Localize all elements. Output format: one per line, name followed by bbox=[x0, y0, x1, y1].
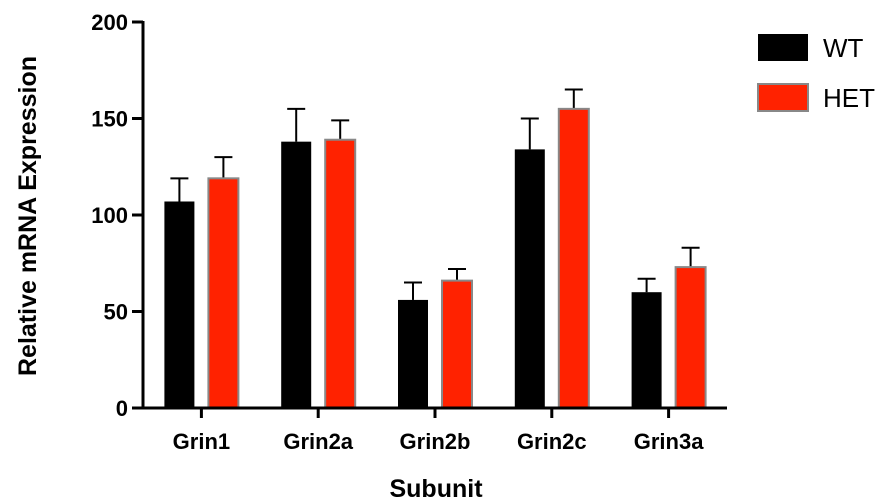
y-axis-title: Relative mRNA Expression bbox=[14, 56, 42, 376]
bar-wt-grin3a bbox=[631, 292, 662, 408]
bar-wt-grin2a bbox=[281, 141, 312, 408]
legend-swatch-wt bbox=[758, 34, 808, 61]
legend: WT HET bbox=[757, 33, 875, 113]
x-axis-title: Subunit bbox=[389, 475, 483, 503]
y-tick-label: 150 bbox=[91, 107, 128, 132]
legend-label-het: HET bbox=[823, 83, 875, 113]
legend-label-wt: WT bbox=[823, 33, 864, 63]
x-axis-ticks: Grin1 Grin2a Grin2b Grin2c Grin3a bbox=[173, 408, 704, 454]
y-tick-label: 50 bbox=[104, 300, 128, 325]
bar-het-grin2b bbox=[441, 279, 473, 409]
bar-wt-grin2c bbox=[514, 149, 545, 408]
y-axis-ticks: 0 50 100 150 200 bbox=[91, 10, 143, 421]
x-tick-label: Grin3a bbox=[634, 429, 704, 454]
bar-het-grin2a bbox=[324, 138, 357, 409]
y-tick-label: 200 bbox=[91, 10, 128, 35]
bar-wt-grin1 bbox=[164, 201, 195, 408]
bar-het-grin2c bbox=[557, 107, 590, 409]
legend-swatch-het bbox=[757, 83, 809, 112]
x-tick-label: Grin2b bbox=[400, 429, 471, 454]
x-tick-label: Grin1 bbox=[173, 429, 230, 454]
plot-area bbox=[164, 88, 707, 409]
x-tick-label: Grin2a bbox=[283, 429, 353, 454]
x-tick-label: Grin2c bbox=[517, 429, 587, 454]
bar-wt-grin2b bbox=[398, 299, 428, 408]
bar-het-grin1 bbox=[207, 177, 240, 409]
bar-het-grin3a bbox=[674, 266, 707, 409]
y-tick-label: 0 bbox=[116, 396, 128, 421]
y-tick-label: 100 bbox=[91, 203, 128, 228]
